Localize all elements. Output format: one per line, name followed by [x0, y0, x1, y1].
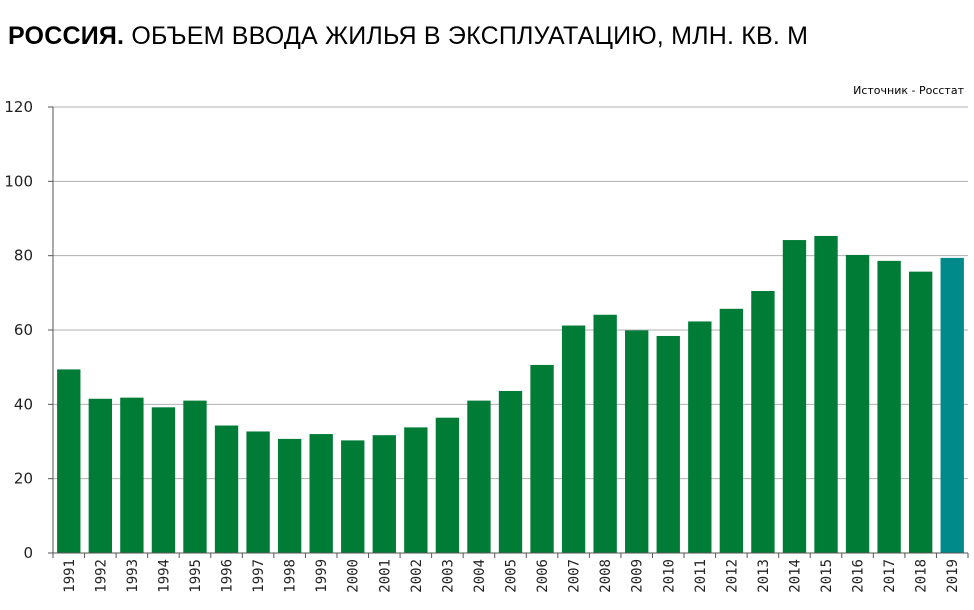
- bar-2005: [498, 390, 523, 553]
- bar-2014: [782, 240, 807, 553]
- x-tick-label-2013: 2013: [756, 559, 772, 593]
- axes: [48, 106, 969, 558]
- y-tick-label-100: 100: [4, 172, 33, 190]
- x-tick-label-2014: 2014: [787, 559, 803, 593]
- x-tick-label-1992: 1992: [93, 559, 109, 593]
- x-tick-label-2003: 2003: [440, 559, 456, 593]
- bar-2017: [877, 260, 901, 553]
- bar-2010: [656, 335, 680, 553]
- bar-1995: [183, 400, 207, 553]
- x-tick-label-2009: 2009: [630, 559, 646, 593]
- bars: [57, 235, 964, 554]
- bar-2006: [530, 364, 554, 553]
- bar-1999: [309, 434, 333, 553]
- x-tick-label-2002: 2002: [409, 559, 425, 593]
- x-tick-label-2004: 2004: [472, 559, 488, 593]
- x-tick-label-1995: 1995: [188, 559, 204, 593]
- x-tick-label-1994: 1994: [156, 559, 172, 593]
- x-tick-label-2001: 2001: [377, 559, 393, 593]
- x-tick-labels: 1991 1992 1993 1994 1995 1996 1997 1998 1999 2000…: [62, 559, 961, 593]
- x-tick-label-2012: 2012: [724, 559, 740, 593]
- bar-2008: [593, 314, 617, 553]
- bar-2000: [341, 440, 365, 553]
- bar-2003: [435, 417, 460, 553]
- y-tick-label-0: 0: [23, 544, 33, 562]
- bar-1998: [277, 438, 302, 553]
- x-tick-label-1999: 1999: [314, 559, 330, 593]
- x-tick-label-2011: 2011: [693, 559, 709, 593]
- x-tick-label-1996: 1996: [220, 559, 236, 593]
- bar-2011: [688, 321, 712, 553]
- title-country: РОССИЯ.: [8, 22, 125, 50]
- bar-1993: [120, 397, 144, 553]
- x-tick-label-2015: 2015: [819, 559, 835, 593]
- y-tick-label-40: 40: [14, 395, 33, 413]
- bar-2001: [372, 435, 396, 553]
- source-label: Источник - Росстат: [853, 84, 964, 97]
- bar-2015: [814, 235, 838, 554]
- bar-1991: [57, 369, 81, 553]
- bar-2013: [751, 290, 775, 553]
- bar-2007: [561, 325, 586, 553]
- y-tick-label-60: 60: [14, 321, 33, 339]
- bar-2009: [625, 330, 649, 553]
- chart-title: РОССИЯ. ОБЪЕМ ВВОДА ЖИЛЬЯ В ЭКСПЛУАТАЦИЮ…: [8, 22, 808, 51]
- x-tick-label-1991: 1991: [62, 559, 78, 593]
- x-tick-label-2018: 2018: [914, 559, 930, 593]
- x-tick-label-2010: 2010: [661, 559, 677, 593]
- bar-2004: [467, 400, 491, 553]
- bar-2016: [845, 254, 870, 553]
- x-tick-label-2000: 2000: [346, 559, 362, 593]
- bar-2002: [404, 427, 428, 553]
- bar-1996: [214, 425, 239, 553]
- x-tick-label-2005: 2005: [504, 559, 520, 593]
- x-tick-label-2017: 2017: [882, 559, 898, 593]
- bar-1997: [246, 431, 270, 553]
- bar-2019: [940, 257, 964, 553]
- y-tick-label-120: 120: [4, 98, 33, 116]
- x-tick-label-1998: 1998: [283, 559, 299, 593]
- x-tick-label-1997: 1997: [251, 559, 267, 593]
- x-tick-label-1993: 1993: [125, 559, 141, 593]
- bar-2012: [719, 308, 744, 553]
- x-tick-label-2007: 2007: [567, 559, 583, 593]
- bar-1992: [88, 398, 113, 553]
- y-tick-label-20: 20: [14, 470, 33, 488]
- x-tick-label-2008: 2008: [598, 559, 614, 593]
- title-description: ОБЪЕМ ВВОДА ЖИЛЬЯ В ЭКСПЛУАТАЦИЮ, МЛН. К…: [131, 22, 809, 50]
- y-tick-label-80: 80: [14, 247, 33, 265]
- x-tick-label-2006: 2006: [535, 559, 551, 593]
- x-tick-label-2019: 2019: [945, 559, 961, 593]
- y-tick-labels: 0 20 40 60 80 100 120: [4, 98, 33, 562]
- bar-1994: [151, 407, 176, 553]
- x-tick-label-2016: 2016: [851, 559, 867, 593]
- bar-2018: [908, 271, 933, 553]
